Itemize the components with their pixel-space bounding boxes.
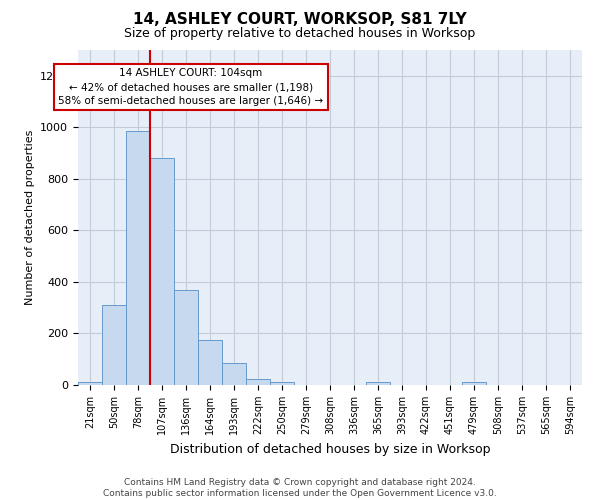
Text: Size of property relative to detached houses in Worksop: Size of property relative to detached ho…	[124, 28, 476, 40]
Bar	[102, 305, 126, 385]
Y-axis label: Number of detached properties: Number of detached properties	[25, 130, 35, 305]
Bar	[462, 382, 486, 385]
Text: Contains HM Land Registry data © Crown copyright and database right 2024.
Contai: Contains HM Land Registry data © Crown c…	[103, 478, 497, 498]
Bar	[78, 382, 102, 385]
X-axis label: Distribution of detached houses by size in Worksop: Distribution of detached houses by size …	[170, 442, 490, 456]
Bar	[174, 290, 198, 385]
Text: 14, ASHLEY COURT, WORKSOP, S81 7LY: 14, ASHLEY COURT, WORKSOP, S81 7LY	[133, 12, 467, 28]
Bar	[198, 340, 222, 385]
Bar	[246, 378, 270, 385]
Bar	[270, 382, 294, 385]
Text: 14 ASHLEY COURT: 104sqm
← 42% of detached houses are smaller (1,198)
58% of semi: 14 ASHLEY COURT: 104sqm ← 42% of detache…	[58, 68, 323, 106]
Bar	[126, 131, 150, 385]
Bar	[222, 363, 246, 385]
Bar	[366, 382, 390, 385]
Bar	[150, 158, 174, 385]
